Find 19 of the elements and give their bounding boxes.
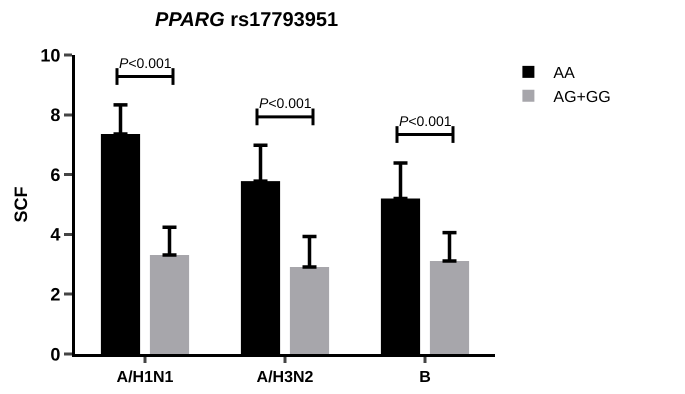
x-tick-label: A/H3N2	[256, 369, 314, 386]
annotation: P<0.001	[399, 113, 452, 129]
y-tick-label: 6	[50, 164, 60, 185]
x-tick-label: A/H1N1	[116, 369, 174, 386]
legend-label: AG+GG	[553, 88, 611, 106]
annotation: P<0.001	[259, 95, 312, 111]
bar	[150, 255, 190, 354]
y-tick-label: 0	[50, 344, 60, 364]
y-axis-title: SCF	[11, 186, 31, 222]
y-tick-label: 4	[50, 224, 60, 245]
bar	[290, 266, 330, 354]
y-tick-label: 10	[40, 45, 60, 66]
x-tick-label: B	[419, 369, 431, 386]
legend-label: AA	[553, 65, 576, 82]
chart-title: PPARG rs17793951	[155, 8, 338, 31]
bar	[430, 261, 470, 354]
y-tick-label: 2	[50, 284, 60, 304]
annotation: P<0.001	[119, 55, 172, 71]
y-tick-label: 8	[50, 105, 60, 126]
